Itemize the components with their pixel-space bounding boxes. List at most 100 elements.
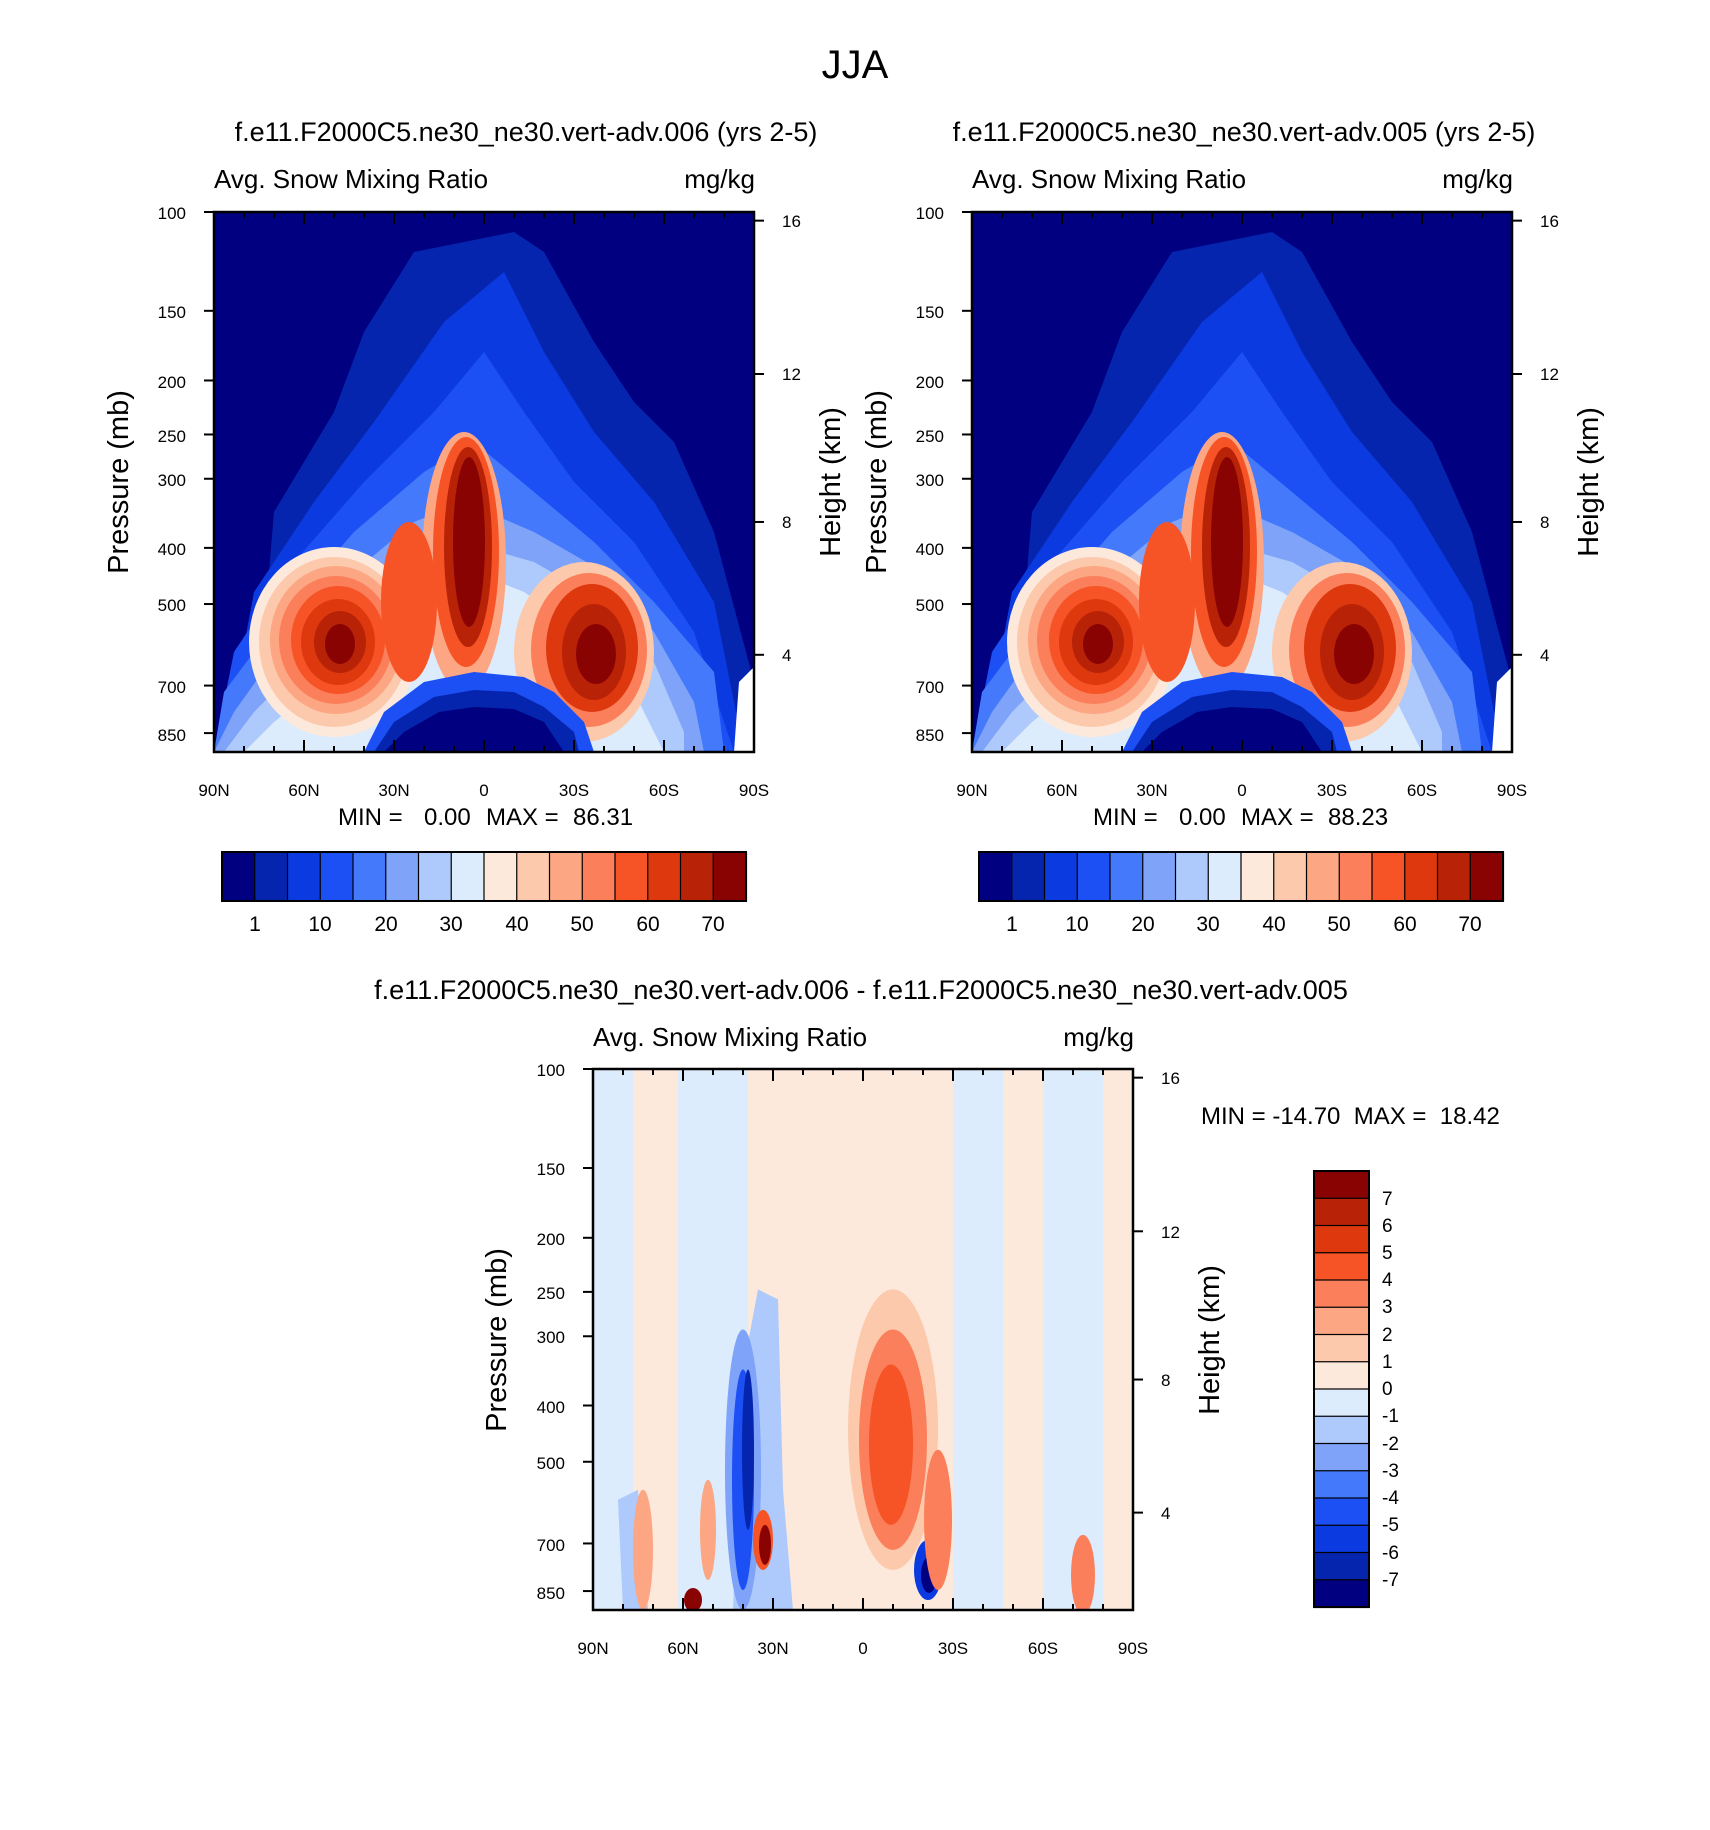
y-tick-label: 400 — [158, 540, 186, 559]
colorbar-swatch — [1338, 851, 1374, 902]
contour-region — [924, 1449, 952, 1590]
y-tick-label: 100 — [158, 204, 186, 223]
y-tick-label: 200 — [158, 373, 186, 392]
colorbar-swatch — [1371, 851, 1406, 902]
colorbar-label: 20 — [1131, 913, 1154, 936]
colorbar-swatch — [385, 851, 420, 902]
contour-region — [1142, 707, 1322, 752]
colorbar-label: 30 — [439, 913, 462, 936]
x-tick-label: 90N — [956, 781, 987, 800]
x-tick-label: 0 — [479, 781, 488, 800]
colorbar-swatch — [1436, 851, 1472, 902]
colorbar-label: 20 — [374, 913, 397, 936]
colorbar-label: 5 — [1382, 1243, 1393, 1264]
x-tick-label: 30S — [1317, 781, 1347, 800]
colorbar-label: 60 — [1393, 913, 1416, 936]
colorbar-swatch — [516, 851, 551, 902]
height-axis-labels: 16 12 8 4 — [782, 212, 801, 665]
colorbar-label: 70 — [1458, 913, 1481, 936]
colorbar-label: -7 — [1382, 1570, 1399, 1591]
colorbar-label: 30 — [1196, 913, 1219, 936]
height-tick-label: 12 — [1161, 1223, 1180, 1242]
colorbar-swatch — [1313, 1415, 1370, 1445]
x-tick-label: 30N — [378, 781, 409, 800]
y-tick-label: 250 — [158, 427, 186, 446]
y-tick-label: 700 — [158, 678, 186, 697]
colorbar-swatch — [1313, 1551, 1370, 1581]
contour-region — [325, 624, 355, 664]
contour-region — [384, 707, 564, 752]
colorbar-label: 60 — [636, 913, 659, 936]
colorbar-swatch — [1469, 851, 1505, 902]
x-tick-label: 60S — [649, 781, 679, 800]
colorbar-swatch — [712, 851, 748, 902]
contour-field — [214, 212, 754, 752]
contour-region — [700, 1479, 716, 1580]
colorbar-label: 6 — [1382, 1216, 1393, 1237]
y-tick-label: 400 — [537, 1398, 565, 1417]
units-label: mg/kg — [1063, 1022, 1134, 1052]
figure-title: JJA — [822, 43, 889, 87]
y-tick-label: 850 — [916, 726, 944, 745]
colorbar-label: 40 — [1262, 913, 1285, 936]
height-axis-labels: 16 12 8 4 — [1161, 1069, 1180, 1523]
colorbar-swatch — [1404, 851, 1439, 902]
y-tick-label: 150 — [916, 303, 944, 322]
height-axis-title: Height (km) — [1573, 407, 1605, 557]
contour-region — [1334, 624, 1374, 684]
colorbar-swatch — [1043, 851, 1079, 902]
axis-ticks — [583, 1068, 1143, 1610]
y-axis-title: Pressure (mb) — [481, 1248, 513, 1432]
colorbar-swatch — [1142, 851, 1177, 902]
y-tick-label: 500 — [537, 1454, 565, 1473]
y-tick-label: 250 — [537, 1284, 565, 1303]
x-axis-labels: 90N 60N 30N 0 30S 60S 90S — [198, 781, 769, 800]
x-tick-label: 30S — [938, 1639, 968, 1658]
x-tick-label: 0 — [1237, 781, 1246, 800]
min-label: MIN = — [1093, 804, 1158, 831]
y-axis-labels: 100 150 200 250 300 400 500 700 850 — [537, 1061, 565, 1603]
colorbar-swatch — [352, 851, 387, 902]
colorbar-swatch — [1313, 1252, 1370, 1282]
colorbar-swatch — [581, 851, 617, 902]
y-tick-label: 300 — [158, 471, 186, 490]
colorbar-label: 50 — [570, 913, 593, 936]
colorbar-swatch — [254, 851, 289, 902]
colorbar-swatch — [1273, 851, 1308, 902]
y-tick-label: 300 — [916, 471, 944, 490]
contour-region — [1071, 1534, 1095, 1610]
colorbar-frame — [978, 851, 1504, 902]
plot-area — [214, 212, 754, 752]
colorbar-frame — [221, 851, 747, 902]
y-tick-label: 500 — [158, 596, 186, 615]
y-tick-label: 200 — [537, 1230, 565, 1249]
y-axis-labels: 100 150 200 250 300 400 500 700 850 — [916, 204, 944, 745]
colorbar-label: 1 — [1006, 913, 1018, 936]
axis-ticks — [962, 211, 1522, 752]
colorbar — [221, 851, 748, 902]
contour-region — [953, 1069, 1003, 1610]
colorbar-label: 50 — [1327, 913, 1350, 936]
colorbar-swatch — [1313, 1333, 1370, 1363]
y-tick-label: 250 — [916, 427, 944, 446]
x-tick-label: 30N — [757, 1639, 788, 1658]
contour-region — [381, 522, 437, 682]
colorbar-labels: 1 10 20 30 40 50 60 70 — [249, 913, 725, 936]
colorbar-swatch — [483, 851, 518, 902]
height-tick-label: 4 — [1161, 1504, 1170, 1523]
colorbar-label: 7 — [1382, 1189, 1393, 1210]
colorbar-label: 1 — [249, 913, 261, 936]
plot-area — [972, 212, 1512, 752]
colorbar-label: 3 — [1382, 1297, 1393, 1318]
y-tick-label: 500 — [916, 596, 944, 615]
y-tick-label: 850 — [537, 1584, 565, 1603]
colorbar-swatch — [417, 851, 453, 902]
colorbar-swatch — [1305, 851, 1341, 902]
colorbar-swatch — [1313, 1170, 1370, 1200]
variable-label: Avg. Snow Mixing Ratio — [214, 164, 488, 194]
x-tick-label: 60S — [1028, 1639, 1058, 1658]
colorbar-label: -2 — [1382, 1434, 1399, 1455]
colorbar-swatch — [450, 851, 486, 902]
colorbar-swatch — [1240, 851, 1275, 902]
